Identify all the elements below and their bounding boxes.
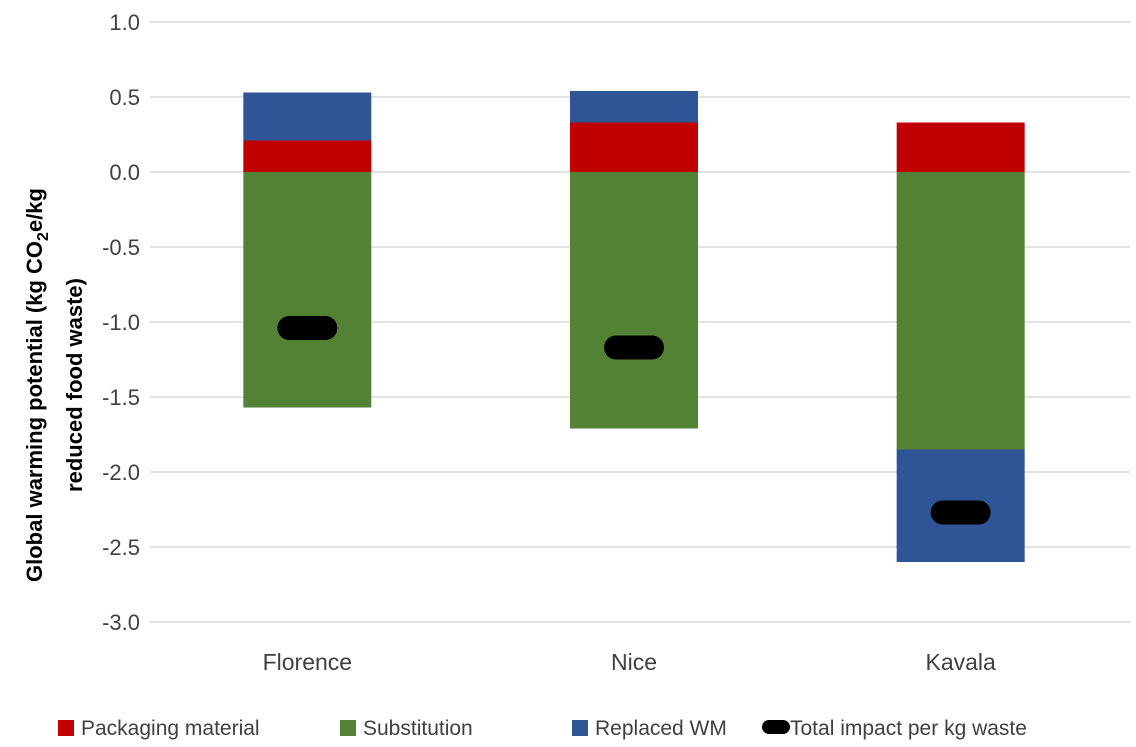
y-tick-label: -0.5 — [102, 235, 140, 260]
category-labels: Florence Nice Kavala — [263, 649, 996, 675]
legend-label: Substitution — [363, 717, 473, 740]
bars — [243, 91, 1025, 562]
y-axis-label-line2: reduced food waste) — [62, 278, 87, 492]
bar-substitution — [243, 172, 372, 408]
y-axis-label: Global warming potential (kg CO2e/kg — [22, 188, 52, 582]
legend-label: Packaging material — [81, 717, 260, 740]
total-impact-marker — [277, 316, 338, 340]
y-tick-label: -1.5 — [102, 385, 140, 410]
bar-replaced-wm — [243, 92, 372, 141]
bar-packaging-material — [570, 122, 698, 172]
legend-label: Replaced WM — [595, 717, 727, 740]
y-tick-label: 1.0 — [109, 10, 140, 35]
category-label: Kavala — [926, 649, 997, 675]
bar-packaging-material — [896, 122, 1025, 172]
bar-substitution — [570, 172, 698, 429]
legend-swatch — [340, 720, 356, 736]
y-tick-label: -1.0 — [102, 310, 140, 335]
legend-label: Total impact per kg waste — [790, 717, 1027, 740]
bar-packaging-material — [243, 140, 372, 172]
bar-substitution — [896, 172, 1025, 450]
bar-replaced-wm — [570, 91, 698, 123]
y-tick-label: -3.0 — [102, 610, 140, 635]
legend-swatch — [572, 720, 588, 736]
y-tick-labels: 1.0 0.5 0.0 -0.5 -1.0 -1.5 -2.0 -2.5 -3.0 — [102, 10, 140, 635]
category-label: Florence — [263, 649, 352, 675]
total-impact-marker — [930, 500, 991, 525]
category-label: Nice — [611, 649, 657, 675]
legend-swatch — [58, 720, 74, 736]
legend-swatch — [762, 720, 790, 734]
y-tick-label: 0.5 — [109, 85, 140, 110]
y-tick-label: -2.0 — [102, 460, 140, 485]
total-impact-marker — [604, 335, 664, 360]
legend: Packaging material Substitution Replaced W… — [58, 717, 1027, 740]
y-tick-label: 0.0 — [109, 160, 140, 185]
y-tick-label: -2.5 — [102, 535, 140, 560]
total-markers — [277, 316, 991, 525]
